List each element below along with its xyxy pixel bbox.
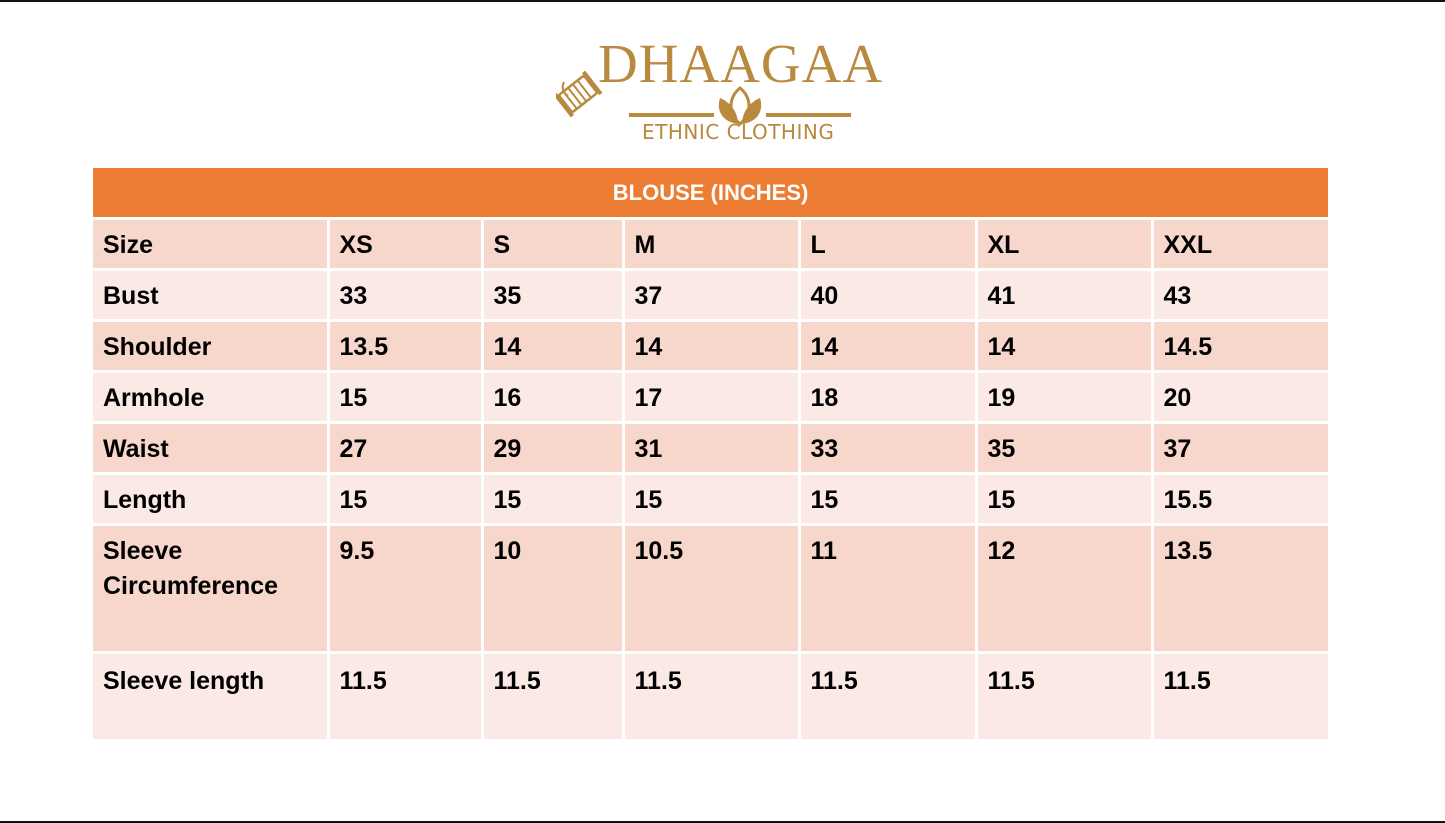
table-cell: 27	[326, 420, 484, 475]
table-cell: 11.5	[621, 650, 801, 742]
table-cell: 20	[1150, 369, 1329, 424]
table-cell: 15	[797, 471, 978, 526]
table-cell: 18	[797, 369, 978, 424]
row-label: Sleeve Circumference	[93, 522, 330, 654]
table-cell: 41	[974, 267, 1154, 322]
table-row: Sleeve length 11.5 11.5 11.5 11.5 11.5 1…	[93, 650, 1329, 742]
row-label: Bust	[93, 267, 330, 322]
row-label: Waist	[93, 420, 330, 475]
header-cell: XS	[326, 216, 484, 271]
table-cell: 35	[974, 420, 1154, 475]
table-cell: 37	[1150, 420, 1329, 475]
brand-name: DHAAGAA	[598, 33, 884, 94]
table-row: Waist 27 29 31 33 35 37	[93, 420, 1329, 475]
table-cell: 11.5	[974, 650, 1154, 742]
header-cell: XXL	[1150, 216, 1329, 271]
table-cell: 35	[480, 267, 625, 322]
header-cell: Size	[93, 216, 330, 271]
brand-tagline: ETHNIC CLOTHING	[642, 120, 835, 144]
table-cell: 15	[621, 471, 801, 526]
header-cell: S	[480, 216, 625, 271]
size-chart-table: BLOUSE (INCHES) Size XS S M L XL XXL Bus…	[93, 168, 1329, 742]
table-row: Sleeve Circumference 9.5 10 10.5 11 12 1…	[93, 522, 1329, 654]
thread-spool-icon	[556, 70, 603, 118]
table-cell: 37	[621, 267, 801, 322]
table-cell: 33	[326, 267, 484, 322]
table-cell: 9.5	[326, 522, 484, 654]
table-cell: 13.5	[1150, 522, 1329, 654]
header-cell: XL	[974, 216, 1154, 271]
logo-graphics	[556, 70, 851, 126]
table-row: Armhole 15 16 17 18 19 20	[93, 369, 1329, 424]
header-row: Size XS S M L XL XXL	[93, 216, 1329, 271]
table-cell: 11	[797, 522, 978, 654]
row-label: Armhole	[93, 369, 330, 424]
table-cell: 10.5	[621, 522, 801, 654]
table-cell: 12	[974, 522, 1154, 654]
table-cell: 19	[974, 369, 1154, 424]
table-cell: 43	[1150, 267, 1329, 322]
table-cell: 11.5	[797, 650, 978, 742]
row-label: Length	[93, 471, 330, 526]
table-cell: 16	[480, 369, 625, 424]
table-cell: 29	[480, 420, 625, 475]
table-cell: 15	[480, 471, 625, 526]
table-cell: 11.5	[326, 650, 484, 742]
table-title: BLOUSE (INCHES)	[93, 168, 1329, 220]
table-cell: 14	[974, 318, 1154, 373]
table-cell: 14	[797, 318, 978, 373]
table-cell: 33	[797, 420, 978, 475]
table-cell: 31	[621, 420, 801, 475]
table-row: Shoulder 13.5 14 14 14 14 14.5	[93, 318, 1329, 373]
table-cell: 15	[326, 369, 484, 424]
table-cell: 40	[797, 267, 978, 322]
row-label: Sleeve length	[93, 650, 330, 742]
header-cell: M	[621, 216, 801, 271]
table-cell: 15	[326, 471, 484, 526]
lotus-icon	[718, 86, 762, 126]
table-cell: 13.5	[326, 318, 484, 373]
table-cell: 14	[621, 318, 801, 373]
row-label: Shoulder	[93, 318, 330, 373]
table-cell: 14	[480, 318, 625, 373]
table-cell: 11.5	[1150, 650, 1329, 742]
header-cell: L	[797, 216, 978, 271]
table-cell: 11.5	[480, 650, 625, 742]
table-cell: 14.5	[1150, 318, 1329, 373]
table-cell: 10	[480, 522, 625, 654]
table-cell: 15.5	[1150, 471, 1329, 526]
table-row: Length 15 15 15 15 15 15.5	[93, 471, 1329, 526]
brand-logo: DHAAGAA ETHNIC CLOTHING	[556, 32, 901, 152]
table-cell: 17	[621, 369, 801, 424]
table-cell: 15	[974, 471, 1154, 526]
table-row: Bust 33 35 37 40 41 43	[93, 267, 1329, 322]
